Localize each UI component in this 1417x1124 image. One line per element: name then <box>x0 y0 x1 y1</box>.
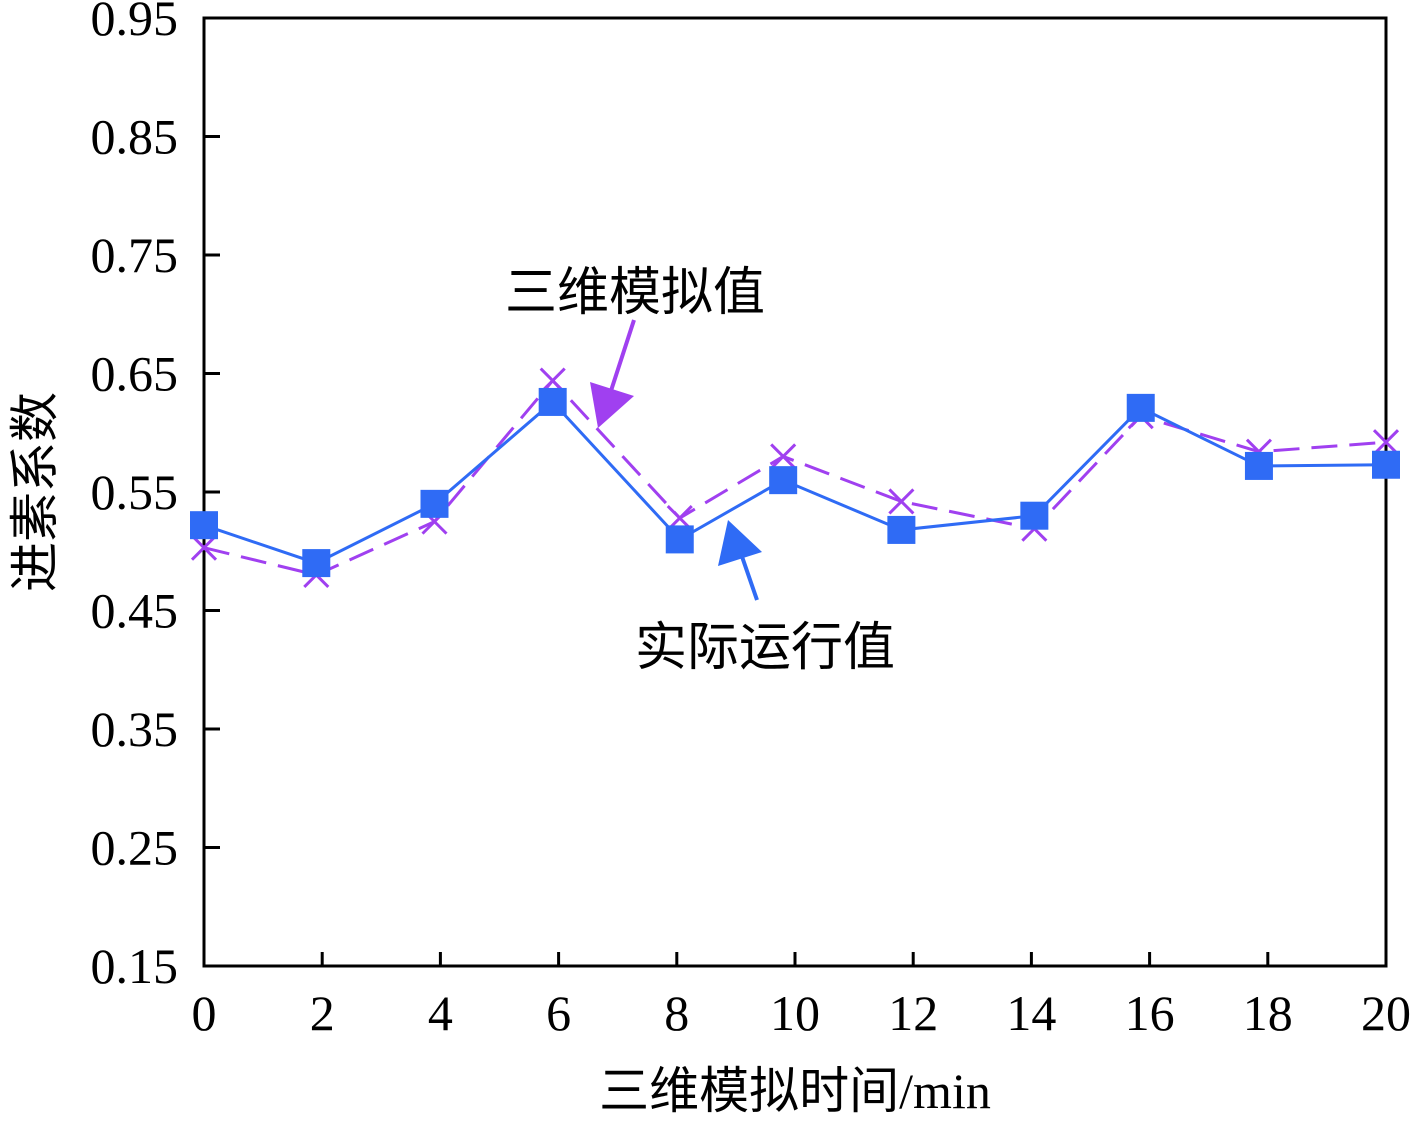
x-tick-label: 20 <box>1361 985 1411 1041</box>
y-tick-label: 0.35 <box>91 701 179 757</box>
annotation-simulated-arrowhead <box>590 382 634 428</box>
annotation-actual-arrowhead <box>718 520 762 566</box>
x-tick-label: 14 <box>1006 985 1056 1041</box>
annotation-simulated-arrow-line <box>606 319 636 401</box>
data-point <box>769 466 798 495</box>
x-tick-label: 18 <box>1243 985 1293 1041</box>
x-tick-label: 12 <box>888 985 938 1041</box>
data-point <box>302 549 331 578</box>
data-point <box>190 511 218 540</box>
annotation-simulated: 三维模拟值 <box>505 265 765 322</box>
x-tick-label: 2 <box>310 985 335 1041</box>
x-tick-label: 4 <box>428 985 453 1041</box>
x-tick-label: 16 <box>1125 985 1175 1041</box>
data-point <box>420 489 449 518</box>
y-tick-label: 0.85 <box>91 109 179 165</box>
x-tick-label: 0 <box>192 985 217 1041</box>
y-tick-label: 0.45 <box>91 583 179 639</box>
x-axis-title: 三维模拟时间/min <box>599 1063 991 1119</box>
data-point <box>665 525 694 554</box>
data-point <box>190 534 218 561</box>
data-point <box>538 387 567 416</box>
data-point <box>1020 501 1049 530</box>
data-point <box>1244 451 1273 480</box>
data-point <box>770 443 797 470</box>
series-0 <box>190 387 1400 578</box>
y-axis-title: 进素系数 <box>7 392 63 592</box>
data-point <box>1126 393 1155 422</box>
data-point <box>887 515 916 544</box>
x-tick-label: 8 <box>664 985 689 1041</box>
x-tick-label: 6 <box>546 985 571 1041</box>
y-tick-label: 0.15 <box>91 938 179 994</box>
annotation-actual: 实际运行值 <box>635 620 895 677</box>
y-tick-label: 0.95 <box>91 0 179 46</box>
data-point <box>1372 429 1400 456</box>
y-tick-label: 0.25 <box>91 820 179 876</box>
y-tick-label: 0.75 <box>91 227 179 283</box>
y-tick-label: 0.65 <box>91 346 179 402</box>
data-point <box>1372 450 1400 479</box>
x-tick-label: 10 <box>770 985 820 1041</box>
data-point <box>888 488 915 515</box>
y-tick-label: 0.55 <box>91 464 179 520</box>
